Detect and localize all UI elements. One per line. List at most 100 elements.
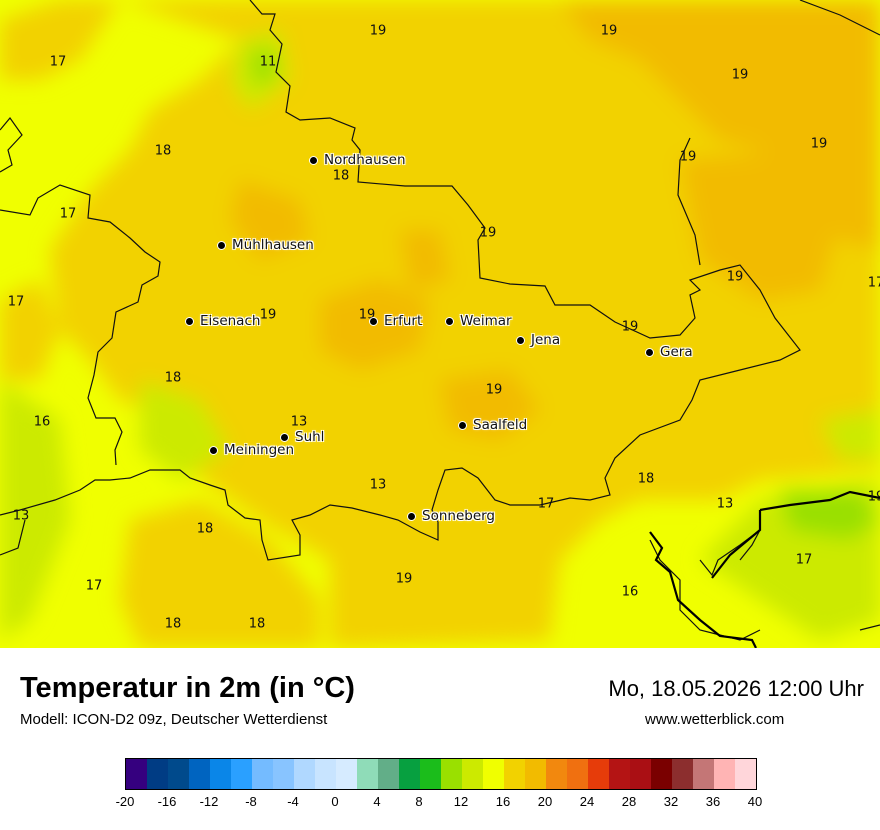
legend-tick-label: -8	[245, 794, 257, 809]
value-label: 18	[154, 143, 172, 159]
value-label: 17	[867, 275, 880, 291]
city-suhl: Suhl	[280, 429, 324, 445]
border-thick	[649, 490, 880, 648]
legend-swatch	[231, 759, 252, 789]
value-label: 19	[369, 23, 387, 39]
color-legend	[125, 758, 757, 790]
city-muehlhausen: Mühlhausen	[217, 237, 314, 253]
map-graphic	[0, 0, 880, 648]
city-marker-icon	[445, 316, 454, 326]
value-label: 17	[59, 206, 77, 222]
city-name: Saalfeld	[473, 417, 528, 433]
city-saalfeld: Saalfeld	[458, 417, 527, 433]
legend-tick-label: 28	[621, 794, 637, 809]
value-label: 17	[85, 578, 103, 594]
legend-swatch	[735, 759, 756, 789]
legend-swatch	[357, 759, 378, 789]
legend-swatch	[630, 759, 651, 789]
value-label: 18	[196, 521, 214, 537]
value-label: 19	[810, 136, 828, 152]
value-label: 13	[290, 414, 308, 430]
city-name: Suhl	[295, 429, 325, 445]
legend-swatch	[336, 759, 357, 789]
legend-tick-label: -20	[115, 794, 135, 809]
legend-tick-label: 8	[415, 794, 423, 809]
value-label: 16	[621, 584, 639, 600]
value-label: 19	[259, 307, 277, 323]
legend-swatch	[609, 759, 630, 789]
legend-swatch	[315, 759, 336, 789]
value-label: 19	[679, 149, 697, 165]
value-label: 19	[479, 225, 497, 241]
city-meiningen: Meiningen	[209, 442, 294, 458]
city-name: Eisenach	[200, 313, 261, 329]
value-label: 19	[600, 23, 618, 39]
legend-tick-label: 16	[495, 794, 511, 809]
legend-tick-label: 12	[453, 794, 469, 809]
value-label: 18	[164, 616, 182, 632]
legend-tick-label: 0	[331, 794, 339, 809]
legend-tick-label: 20	[537, 794, 553, 809]
city-eisenach: Eisenach	[185, 313, 260, 329]
value-label: 18	[637, 471, 655, 487]
city-name: Weimar	[460, 313, 512, 329]
city-name: Jena	[531, 332, 561, 348]
legend-swatch	[168, 759, 189, 789]
value-label: 19	[621, 319, 639, 335]
value-label: 17	[49, 54, 67, 70]
value-label: 16	[33, 414, 51, 430]
city-erfurt: Erfurt	[369, 313, 422, 329]
value-label: 13	[716, 496, 734, 512]
value-label: 19	[726, 269, 744, 285]
city-marker-icon	[309, 155, 318, 165]
legend-swatch	[210, 759, 231, 789]
city-marker-icon	[369, 316, 378, 326]
city-gera: Gera	[645, 344, 693, 360]
city-marker-icon	[645, 347, 654, 357]
legend-swatch	[273, 759, 294, 789]
legend-swatch	[567, 759, 588, 789]
legend-tick-label: 4	[373, 794, 381, 809]
city-name: Erfurt	[384, 313, 423, 329]
legend-tick-label: 36	[705, 794, 721, 809]
city-marker-icon	[185, 316, 194, 326]
city-marker-icon	[516, 335, 525, 345]
city-name: Gera	[660, 344, 693, 360]
city-name: Mühlhausen	[232, 237, 314, 253]
value-label: 17	[7, 294, 25, 310]
legend-swatch	[651, 759, 672, 789]
value-label: 19	[485, 382, 503, 398]
website-link[interactable]: www.wetterblick.com	[645, 711, 785, 728]
legend-swatch	[441, 759, 462, 789]
legend-swatch	[672, 759, 693, 789]
city-name: Meiningen	[224, 442, 294, 458]
legend-swatch	[126, 759, 147, 789]
legend-swatch	[546, 759, 567, 789]
value-label: 13	[12, 508, 30, 524]
legend-swatch	[189, 759, 210, 789]
city-marker-icon	[217, 240, 226, 250]
legend-tick-label: 32	[663, 794, 679, 809]
value-label: 11	[259, 54, 277, 70]
value-label: 19	[395, 571, 413, 587]
value-label: 18	[332, 168, 350, 184]
city-name: Sonneberg	[422, 508, 496, 524]
city-marker-icon	[280, 432, 289, 442]
city-nordhausen: Nordhausen	[309, 152, 406, 168]
city-marker-icon	[458, 420, 467, 430]
temperature-field	[0, 0, 880, 648]
legend-swatch	[420, 759, 441, 789]
legend-swatch	[378, 759, 399, 789]
legend-swatch	[504, 759, 525, 789]
legend-tick-label: -16	[157, 794, 177, 809]
value-label: 18	[164, 370, 182, 386]
value-label: 19	[867, 489, 880, 505]
city-name: Nordhausen	[324, 152, 406, 168]
value-label: 17	[537, 496, 555, 512]
forecast-datetime: Mo, 18.05.2026 12:00 Uhr	[608, 676, 864, 701]
city-jena: Jena	[516, 332, 560, 348]
legend-swatch	[252, 759, 273, 789]
legend-ticks: -20 -16 -12 -8 -4 0 4 8 12 16 20 24 28 32 36 40	[116, 794, 763, 810]
legend-swatch	[693, 759, 714, 789]
value-label: 18	[248, 616, 266, 632]
